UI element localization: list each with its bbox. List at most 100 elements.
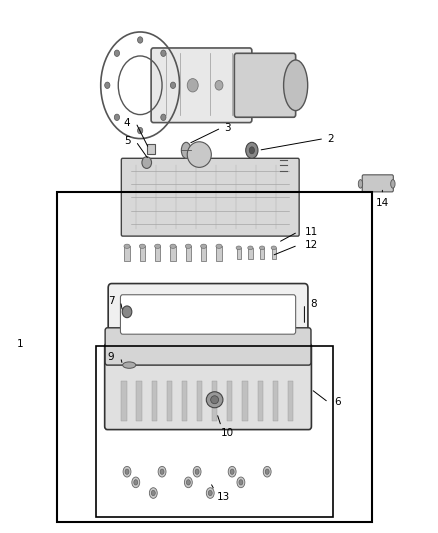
Text: 12: 12 [304, 240, 318, 250]
Ellipse shape [158, 466, 166, 477]
Ellipse shape [246, 142, 258, 158]
Text: 14: 14 [376, 198, 389, 207]
Text: 11: 11 [304, 227, 318, 237]
Ellipse shape [132, 477, 140, 488]
Ellipse shape [138, 127, 143, 134]
Bar [272, 381, 278, 421]
Ellipse shape [263, 466, 271, 477]
Ellipse shape [215, 80, 223, 90]
Ellipse shape [201, 244, 207, 248]
Ellipse shape [124, 244, 130, 248]
Bar [248, 248, 253, 259]
Ellipse shape [149, 488, 157, 498]
Ellipse shape [151, 490, 155, 496]
Ellipse shape [134, 480, 138, 485]
Ellipse shape [206, 488, 214, 498]
Bar [186, 246, 191, 261]
FancyBboxPatch shape [151, 48, 252, 123]
Ellipse shape [271, 246, 276, 249]
Bar [288, 381, 293, 421]
Ellipse shape [230, 469, 234, 474]
Ellipse shape [138, 37, 143, 43]
Bar [167, 381, 172, 421]
Ellipse shape [228, 466, 236, 477]
Bar [182, 381, 187, 421]
Ellipse shape [237, 477, 245, 488]
Text: 8: 8 [310, 299, 317, 309]
Text: 13: 13 [217, 492, 230, 502]
Ellipse shape [161, 50, 166, 56]
Bar [121, 381, 127, 421]
Ellipse shape [239, 480, 243, 485]
FancyBboxPatch shape [121, 158, 299, 236]
Ellipse shape [187, 142, 211, 167]
Ellipse shape [211, 395, 219, 404]
Ellipse shape [181, 142, 191, 158]
Text: 10: 10 [221, 428, 234, 438]
Bar [155, 246, 160, 261]
Ellipse shape [114, 114, 120, 120]
Ellipse shape [193, 466, 201, 477]
Bar [124, 246, 130, 261]
Text: 3: 3 [224, 123, 231, 133]
Bar [242, 381, 247, 421]
Bar [140, 246, 145, 261]
Bar [216, 246, 222, 261]
Ellipse shape [236, 246, 241, 249]
FancyBboxPatch shape [362, 175, 393, 192]
Ellipse shape [142, 157, 152, 168]
Bar [272, 248, 276, 259]
Ellipse shape [184, 477, 192, 488]
Ellipse shape [206, 392, 223, 408]
Ellipse shape [122, 306, 132, 318]
Ellipse shape [105, 82, 110, 88]
Ellipse shape [187, 480, 191, 485]
Ellipse shape [216, 244, 222, 248]
Bar [227, 381, 233, 421]
Ellipse shape [358, 180, 363, 188]
Text: 1: 1 [16, 339, 23, 349]
FancyBboxPatch shape [105, 328, 311, 365]
Ellipse shape [265, 469, 269, 474]
Ellipse shape [249, 147, 254, 154]
Ellipse shape [259, 246, 265, 249]
Ellipse shape [114, 50, 120, 56]
Bar [197, 381, 202, 421]
Text: 9: 9 [107, 352, 114, 362]
Ellipse shape [123, 362, 136, 368]
Ellipse shape [208, 490, 212, 496]
Ellipse shape [160, 469, 164, 474]
FancyBboxPatch shape [120, 295, 296, 334]
Ellipse shape [185, 244, 191, 248]
Bar [137, 381, 142, 421]
Text: 6: 6 [334, 398, 341, 407]
Bar [147, 144, 155, 154]
Ellipse shape [139, 244, 145, 248]
Ellipse shape [284, 60, 308, 111]
FancyBboxPatch shape [105, 343, 311, 430]
Ellipse shape [161, 114, 166, 120]
Bar [258, 381, 263, 421]
Ellipse shape [123, 466, 131, 477]
Ellipse shape [170, 244, 176, 248]
FancyBboxPatch shape [234, 53, 296, 117]
Ellipse shape [170, 82, 176, 88]
Text: 7: 7 [108, 296, 115, 306]
Bar [201, 246, 206, 261]
Bar [260, 248, 264, 259]
Ellipse shape [187, 78, 198, 92]
Ellipse shape [195, 469, 199, 474]
Bar [170, 246, 176, 261]
Bar [237, 248, 241, 259]
Ellipse shape [248, 246, 253, 249]
Ellipse shape [155, 244, 161, 248]
Text: 2: 2 [327, 134, 334, 143]
Text: 5: 5 [124, 136, 131, 146]
Bar [96, 346, 333, 517]
Bar [212, 381, 217, 421]
Ellipse shape [125, 469, 129, 474]
FancyBboxPatch shape [108, 284, 308, 345]
Text: 4: 4 [124, 118, 131, 127]
Bar [57, 192, 372, 522]
Ellipse shape [391, 180, 395, 188]
